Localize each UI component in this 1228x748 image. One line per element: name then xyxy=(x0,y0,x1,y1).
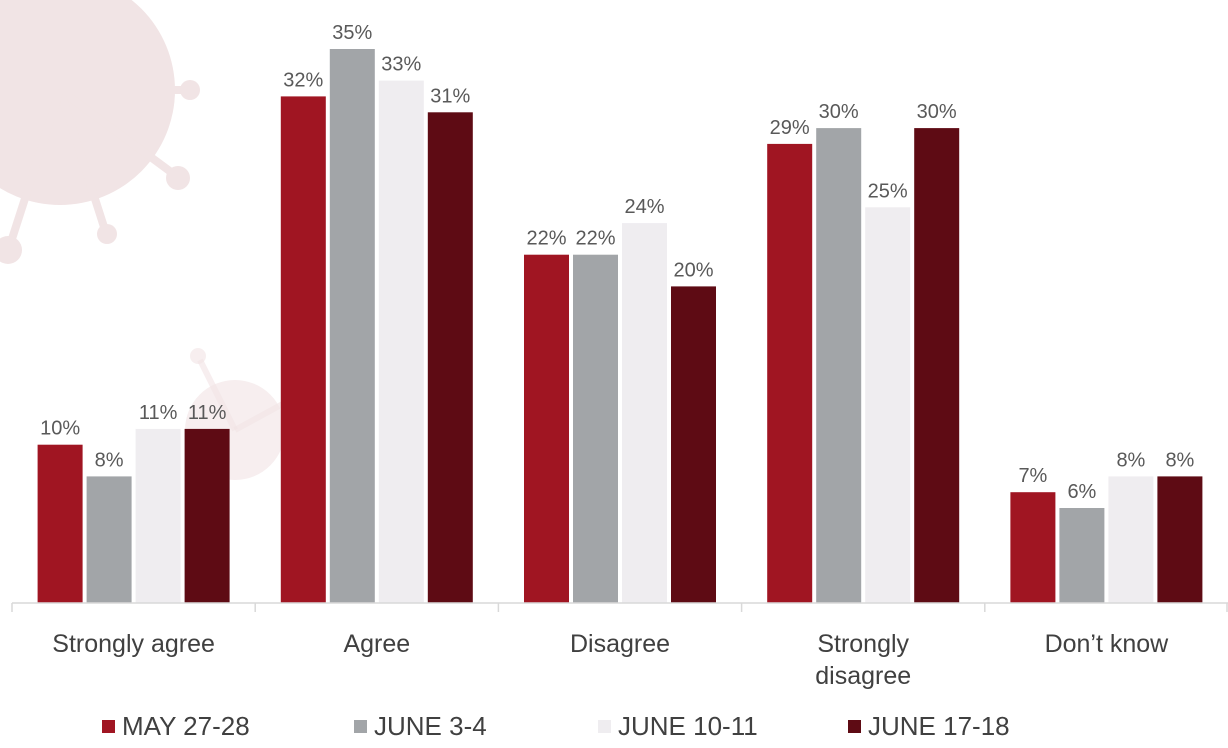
data-label: 8% xyxy=(1165,449,1194,471)
legend-swatch xyxy=(354,720,367,733)
bar xyxy=(573,254,618,603)
legend: MAY 27-28 JUNE 3-4 JUNE 10-11 JUNE 17-18 xyxy=(102,711,1010,741)
data-label: 25% xyxy=(868,180,908,202)
legend-swatch xyxy=(102,720,115,733)
bar xyxy=(184,428,230,603)
legend-label: JUNE 10-11 xyxy=(618,711,758,741)
data-label: 20% xyxy=(673,259,713,281)
data-label: 11% xyxy=(188,402,227,424)
bar xyxy=(378,80,424,604)
data-label: 6% xyxy=(1067,481,1096,503)
data-label: 7% xyxy=(1018,465,1047,487)
data-label: 10% xyxy=(40,418,80,440)
legend-label: MAY 27-28 xyxy=(122,711,250,741)
data-label: 11% xyxy=(139,402,178,424)
data-label: 22% xyxy=(575,228,615,250)
bar xyxy=(1108,476,1154,603)
category-label: Agree xyxy=(343,630,410,658)
data-label: 29% xyxy=(770,117,810,139)
bar xyxy=(914,128,960,603)
data-label: 24% xyxy=(624,196,664,218)
bar xyxy=(767,143,813,603)
bar xyxy=(671,286,716,603)
data-label: 35% xyxy=(332,22,372,44)
bar xyxy=(37,444,83,603)
data-label: 33% xyxy=(381,54,421,76)
data-label: 8% xyxy=(95,449,124,471)
data-label: 30% xyxy=(819,101,859,123)
category-label: Don’t know xyxy=(1045,630,1170,658)
bar xyxy=(86,476,132,603)
category-label: disagree xyxy=(815,662,911,690)
bar xyxy=(622,223,667,603)
category-labels-layer: Strongly agree Agree Disagree Strongly disag… xyxy=(52,630,1169,690)
legend-swatch xyxy=(848,720,861,733)
bar xyxy=(1157,476,1203,603)
legend-label: JUNE 3-4 xyxy=(374,711,487,741)
bar xyxy=(1010,492,1056,603)
legend-swatch xyxy=(598,720,611,733)
category-label: Strongly xyxy=(817,630,909,658)
data-label: 31% xyxy=(430,85,470,107)
bar xyxy=(524,254,569,603)
bar xyxy=(329,49,375,603)
bar xyxy=(135,428,181,603)
data-label: 30% xyxy=(917,101,957,123)
category-label: Disagree xyxy=(570,630,670,658)
x-axis xyxy=(11,602,1228,612)
data-label: 8% xyxy=(1116,449,1145,471)
bar xyxy=(1059,508,1105,603)
data-label: 22% xyxy=(526,228,566,250)
bar xyxy=(865,207,911,604)
bar xyxy=(427,112,473,604)
data-label: 32% xyxy=(283,69,323,91)
bars-layer xyxy=(37,49,1203,604)
bar xyxy=(280,96,326,604)
category-label: Strongly agree xyxy=(52,630,215,658)
value-labels-layer: 10% 8% 11% 11% 32% 35% 33% 31% 22% 22% 24% 20% 29% 30… xyxy=(40,22,1194,503)
legend-label: JUNE 17-18 xyxy=(868,711,1010,741)
bar xyxy=(816,128,862,603)
